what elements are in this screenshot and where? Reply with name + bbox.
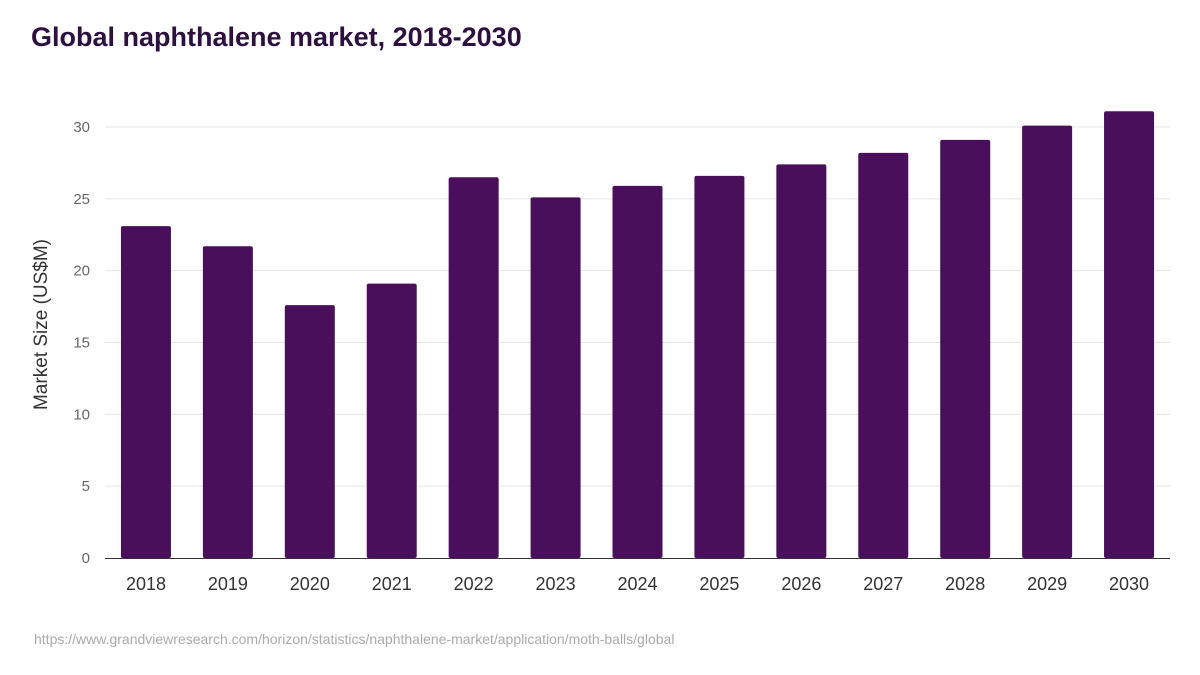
bar-2029 — [1022, 125, 1073, 559]
source-url: https://www.grandviewresearch.com/horizo… — [34, 631, 675, 647]
bar-2027 — [858, 152, 909, 559]
y-tick-label: 0 — [82, 550, 90, 567]
x-tick-label: 2020 — [290, 574, 330, 594]
bar-2025 — [694, 175, 745, 558]
x-tick-label: 2019 — [208, 574, 248, 594]
bar-2020 — [284, 305, 335, 558]
x-tick-label: 2030 — [1109, 574, 1149, 594]
x-tick-label: 2026 — [781, 574, 821, 594]
bar-2021 — [366, 283, 417, 558]
bar-2024 — [612, 185, 663, 559]
y-tick-label: 25 — [73, 191, 90, 208]
x-tick-label: 2018 — [126, 574, 166, 594]
bar-2022 — [448, 177, 499, 559]
y-axis-label: Market Size (US$M) — [31, 239, 52, 410]
bar-2026 — [776, 164, 827, 558]
x-tick-label: 2027 — [863, 574, 903, 594]
y-tick-label: 15 — [73, 335, 90, 352]
x-tick-label: 2028 — [945, 574, 985, 594]
x-tick-label: 2023 — [536, 574, 576, 594]
x-tick-label: 2029 — [1027, 574, 1067, 594]
chart-title: Global naphthalene market, 2018-2030 — [31, 22, 522, 52]
x-tick-label: 2021 — [372, 574, 412, 594]
bar-2028 — [940, 139, 991, 558]
y-tick-label: 10 — [73, 406, 90, 423]
y-tick-label: 5 — [82, 478, 90, 495]
y-tick-label: 30 — [73, 119, 90, 136]
bar-2023 — [530, 197, 581, 558]
bar-2030 — [1104, 111, 1155, 559]
y-tick-label: 20 — [73, 263, 90, 280]
x-tick-label: 2025 — [699, 574, 739, 594]
bar-2018 — [120, 226, 171, 558]
bar-2019 — [202, 246, 253, 558]
x-tick-label: 2022 — [454, 574, 494, 594]
x-tick-label: 2024 — [617, 574, 657, 594]
